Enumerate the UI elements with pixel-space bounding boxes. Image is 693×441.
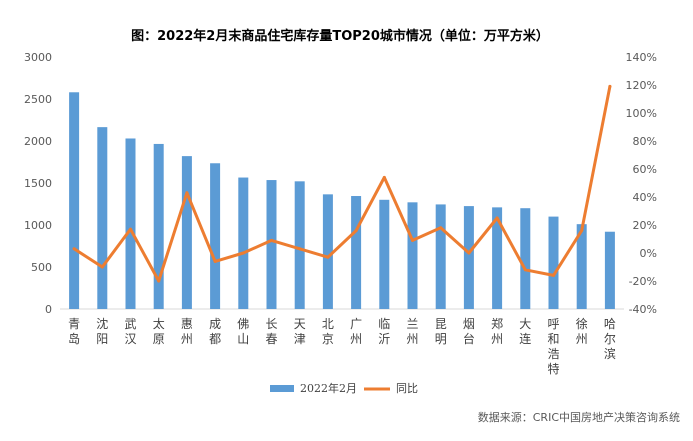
bar-series (69, 92, 615, 309)
chart-title: 图：2022年2月末商品住宅库存量TOP20城市情况（单位：万平方米） (131, 28, 549, 44)
right-tick-label: -40% (629, 303, 657, 316)
bar-惠州 (181, 156, 192, 309)
left-tick-label: 1000 (24, 219, 52, 232)
category-label: 青岛 (68, 317, 80, 346)
legend-bar-swatch (270, 385, 294, 392)
yoy-point-昆明 (439, 226, 443, 230)
category-label: 广州 (350, 317, 362, 346)
left-tick-label: 1500 (24, 177, 52, 190)
yoy-point-武汉 (129, 227, 132, 231)
category-label: 佛山 (237, 317, 249, 346)
bar-佛山 (238, 177, 249, 309)
bar-徐州 (576, 224, 587, 309)
left-axis-ticks: 0 500 1000 1500 2000 2500 3000 (24, 51, 52, 316)
yoy-point-天津 (298, 247, 302, 251)
category-label: 北京 (322, 317, 334, 346)
left-tick-label: 2500 (24, 93, 52, 106)
category-label: 天津 (294, 317, 306, 346)
bar-武汉 (125, 138, 136, 309)
category-label: 昆明 (435, 317, 447, 346)
yoy-point-烟台 (467, 251, 471, 255)
bar-沈阳 (97, 127, 108, 309)
yoy-point-惠州 (185, 191, 189, 195)
category-label: 哈尔滨 (604, 317, 616, 361)
yoy-point-临沂 (382, 175, 386, 179)
bar-大连 (520, 208, 531, 309)
category-label: 徐州 (576, 316, 588, 346)
left-tick-label: 500 (31, 261, 52, 274)
yoy-point-大连 (523, 268, 527, 272)
legend: 2022年2月 同比 (270, 381, 418, 395)
right-tick-label: 60% (633, 163, 657, 176)
yoy-point-太原 (157, 279, 161, 283)
right-tick-label: 80% (633, 135, 657, 148)
bar-长春 (266, 180, 277, 309)
bar-天津 (294, 181, 305, 309)
yoy-point-广州 (354, 229, 358, 233)
bar-昆明 (435, 204, 446, 309)
yoy-point-兰州 (411, 238, 414, 242)
yoy-point-佛山 (241, 251, 245, 255)
bar-烟台 (463, 206, 474, 309)
yoy-point-成都 (213, 259, 217, 263)
yoy-point-青岛 (72, 247, 76, 251)
category-label: 武汉 (124, 317, 136, 346)
yoy-point-郑州 (495, 216, 499, 220)
bar-广州 (351, 196, 362, 309)
bar-成都 (210, 163, 221, 309)
left-tick-label: 2000 (24, 135, 52, 148)
bar-青岛 (69, 92, 80, 309)
bar-呼和浩特 (548, 216, 559, 309)
right-tick-label: 0% (640, 247, 657, 260)
bar-兰州 (407, 202, 418, 309)
right-tick-label: 40% (633, 191, 657, 204)
category-label: 临沂 (378, 317, 390, 346)
category-label: 太原 (153, 316, 165, 346)
category-label: 长春 (265, 317, 277, 346)
category-label: 惠州 (181, 317, 193, 346)
yoy-point-哈尔滨 (608, 84, 612, 88)
legend-line-label: 同比 (396, 382, 418, 395)
yoy-point-呼和浩特 (552, 273, 555, 277)
legend-bar-label: 2022年2月 (300, 381, 357, 395)
left-tick-label: 0 (45, 303, 52, 316)
category-label: 烟台 (463, 317, 475, 346)
category-label: 沈阳 (96, 316, 108, 346)
right-tick-label: 20% (633, 219, 657, 232)
right-axis-ticks: -40% -20% 0% 20% 40% 60% 80% 100% 120% 140% (626, 51, 657, 316)
yoy-point-长春 (270, 238, 273, 242)
right-tick-label: -20% (629, 275, 657, 288)
category-label: 郑州 (491, 316, 503, 346)
yoy-point-北京 (326, 255, 330, 259)
yoy-line (72, 84, 612, 283)
category-label: 呼和浩特 (547, 317, 559, 376)
yoy-point-徐州 (580, 229, 584, 233)
category-label: 大连 (519, 317, 531, 346)
category-label: 成都 (209, 317, 221, 346)
bar-太原 (153, 143, 164, 309)
source-note: 数据来源：CRIC中国房地产决策咨询系统 (478, 410, 680, 424)
bar-临沂 (379, 199, 390, 309)
bar-北京 (322, 194, 333, 309)
right-tick-label: 140% (626, 51, 657, 64)
bar-哈尔滨 (604, 231, 615, 309)
right-tick-label: 120% (626, 79, 657, 92)
left-tick-label: 3000 (24, 51, 52, 64)
right-tick-label: 100% (626, 107, 657, 120)
yoy-point-沈阳 (100, 265, 104, 269)
bar-郑州 (492, 207, 503, 309)
category-label: 兰州 (406, 317, 418, 346)
line-series (72, 84, 612, 283)
